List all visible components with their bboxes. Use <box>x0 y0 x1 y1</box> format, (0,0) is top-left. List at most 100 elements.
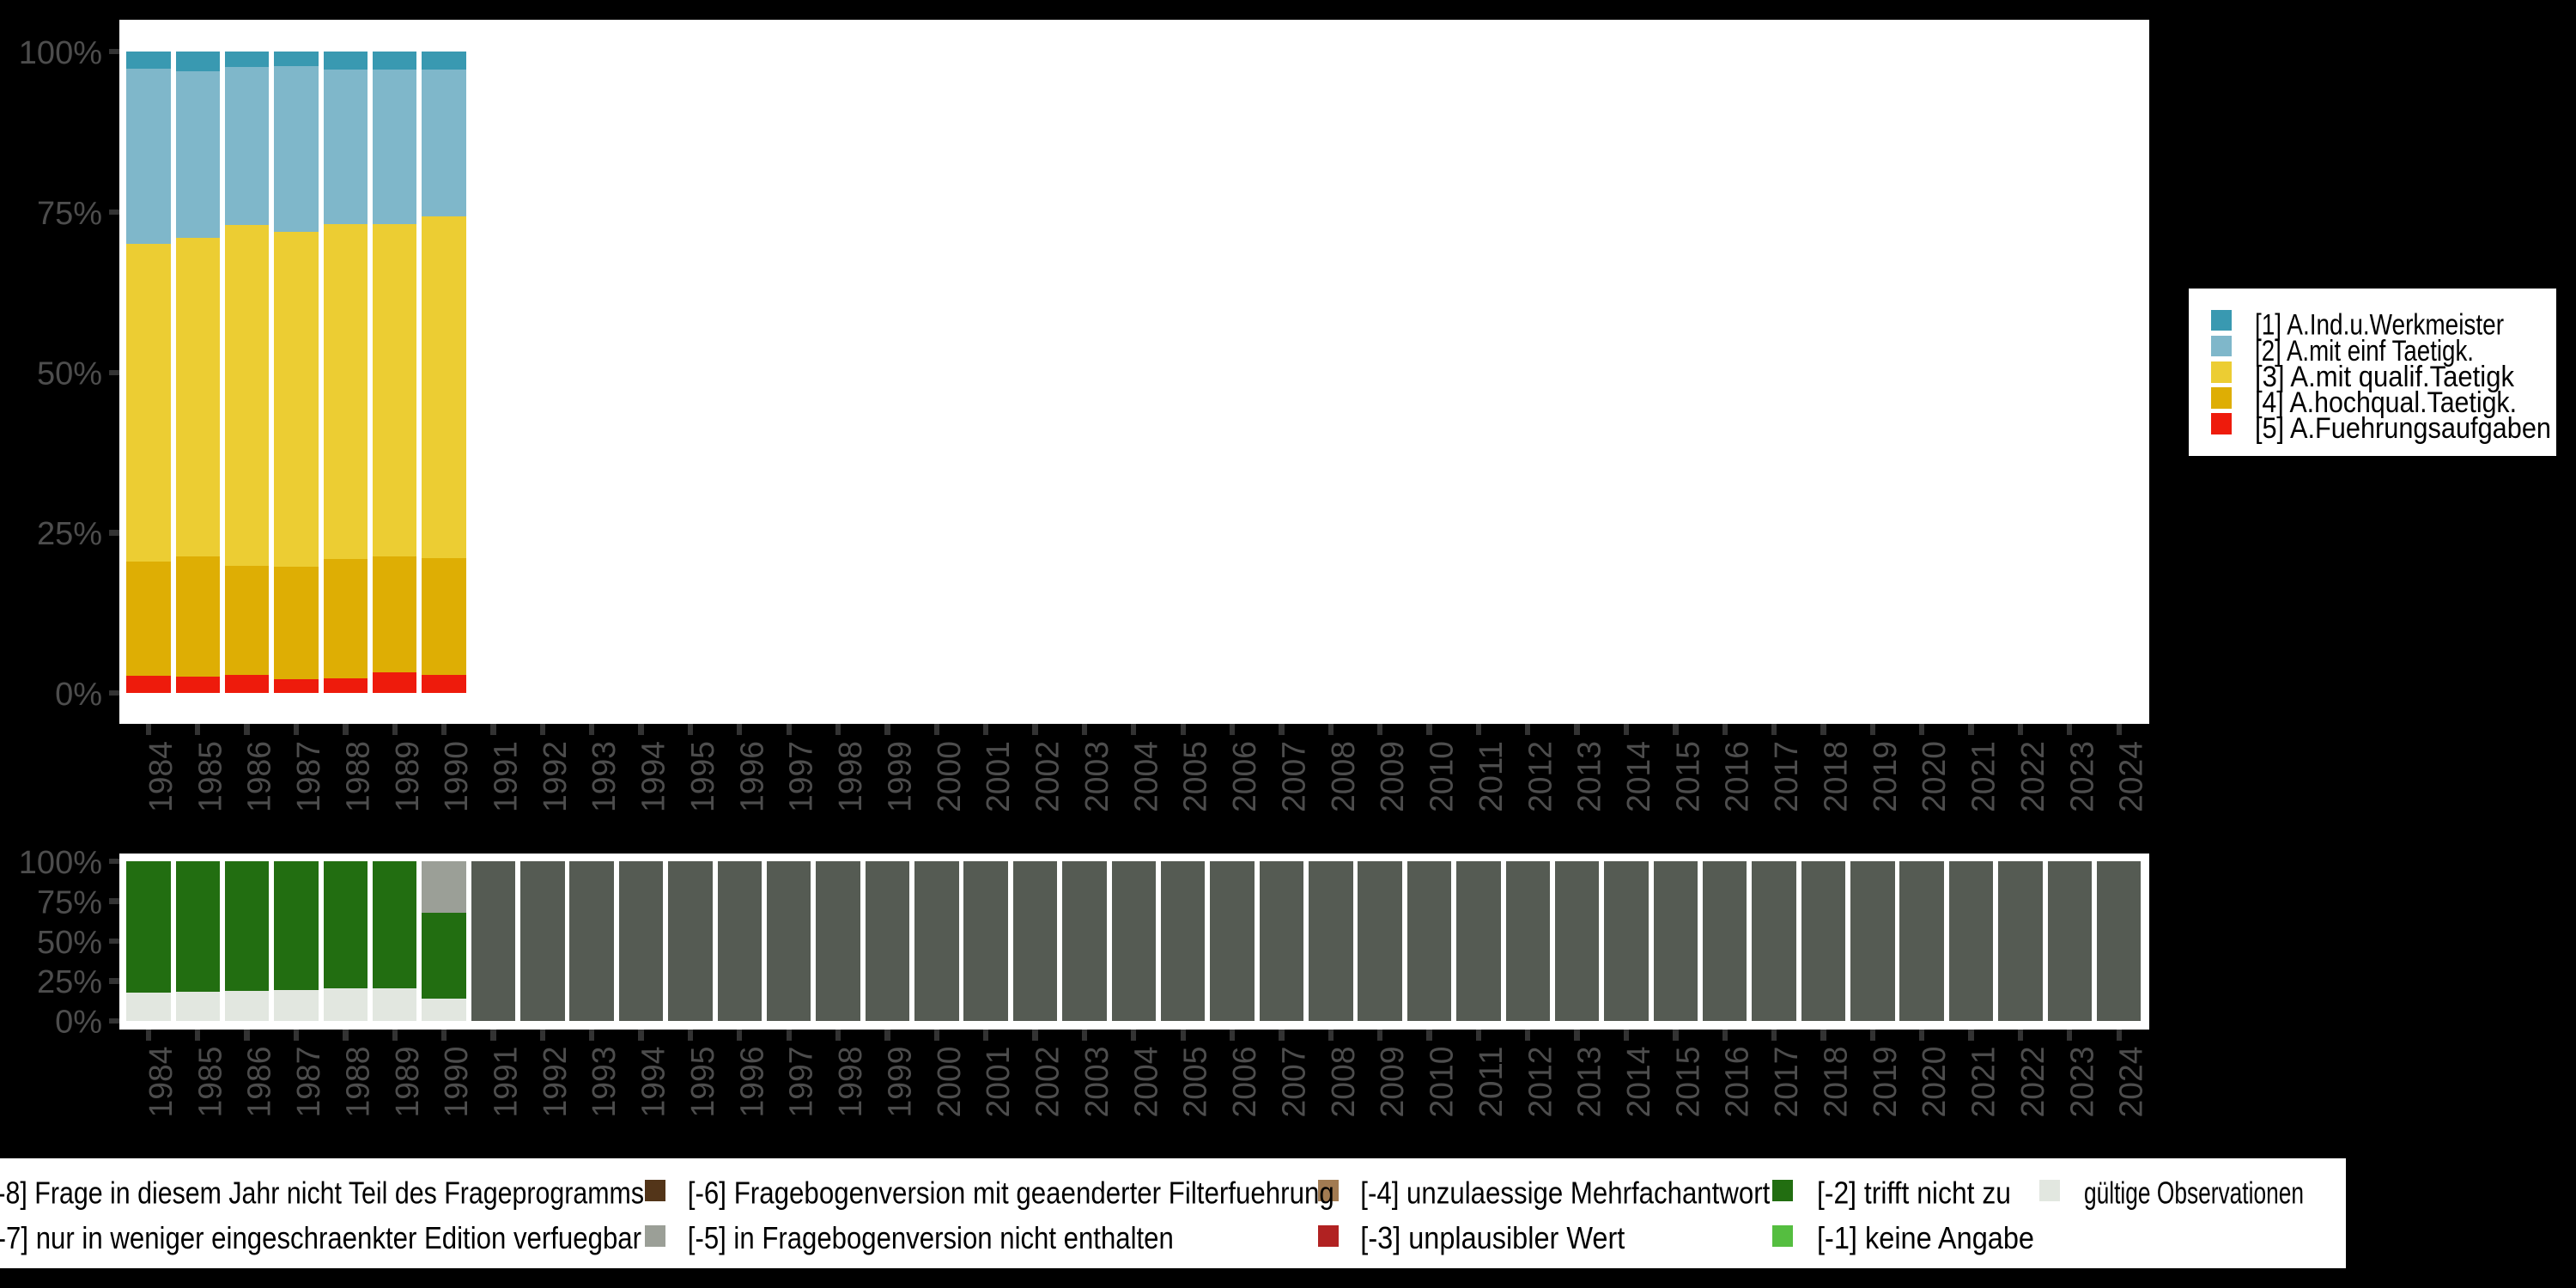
svg-text:1998: 1998 <box>833 741 869 812</box>
svg-text:[3] A.mit qualif.Taetigk: [3] A.mit qualif.Taetigk <box>2255 361 2515 393</box>
svg-text:50%: 50% <box>37 925 102 961</box>
svg-text:2014: 2014 <box>1621 741 1657 812</box>
svg-text:2011: 2011 <box>1473 741 1510 812</box>
svg-text:2021: 2021 <box>1966 1047 2002 1118</box>
svg-text:2006: 2006 <box>1227 1047 1263 1118</box>
svg-text:100%: 100% <box>19 35 102 71</box>
svg-text:1984: 1984 <box>143 741 179 812</box>
svg-text:[4] A.hochqual.Taetigk.: [4] A.hochqual.Taetigk. <box>2255 386 2517 419</box>
svg-text:2007: 2007 <box>1276 741 1312 812</box>
svg-text:1994: 1994 <box>636 741 672 812</box>
svg-text:1989: 1989 <box>390 741 426 812</box>
svg-text:[-7] nur in weniger eingeschra: [-7] nur in weniger eingeschraenkter Edi… <box>0 1220 641 1255</box>
svg-text:2011: 2011 <box>1473 1047 1510 1118</box>
svg-text:1996: 1996 <box>734 741 770 812</box>
svg-text:2016: 2016 <box>1720 1047 1756 1118</box>
svg-text:1999: 1999 <box>883 741 919 812</box>
svg-text:[-5] in Fragebogenversion nich: [-5] in Fragebogenversion nicht enthalte… <box>688 1220 1174 1255</box>
svg-text:1995: 1995 <box>685 741 721 812</box>
svg-text:2022: 2022 <box>2015 741 2051 812</box>
svg-text:1993: 1993 <box>586 1047 623 1118</box>
svg-text:2020: 2020 <box>1917 741 1953 812</box>
svg-text:1986: 1986 <box>242 1047 278 1118</box>
svg-text:1986: 1986 <box>242 741 278 812</box>
svg-text:2008: 2008 <box>1326 1047 1362 1118</box>
svg-text:1993: 1993 <box>586 741 623 812</box>
svg-text:1992: 1992 <box>538 741 574 812</box>
svg-text:2018: 2018 <box>1819 741 1855 812</box>
svg-text:1987: 1987 <box>291 741 327 812</box>
svg-text:2001: 2001 <box>981 741 1017 812</box>
svg-text:1996: 1996 <box>734 1047 770 1118</box>
svg-text:1988: 1988 <box>340 1047 376 1118</box>
svg-text:100%: 100% <box>19 845 102 881</box>
svg-text:0%: 0% <box>55 677 102 713</box>
svg-text:2000: 2000 <box>932 1047 968 1118</box>
svg-text:2010: 2010 <box>1425 741 1461 812</box>
svg-text:1989: 1989 <box>390 1047 426 1118</box>
svg-text:1998: 1998 <box>833 1047 869 1118</box>
svg-text:2003: 2003 <box>1079 1047 1115 1118</box>
svg-text:2010: 2010 <box>1425 1047 1461 1118</box>
svg-text:2018: 2018 <box>1819 1047 1855 1118</box>
svg-text:2002: 2002 <box>1030 741 1066 812</box>
svg-text:[-8] Frage in diesem Jahr nich: [-8] Frage in diesem Jahr nicht Teil des… <box>0 1176 644 1211</box>
svg-text:75%: 75% <box>37 884 102 920</box>
svg-text:2020: 2020 <box>1917 1047 1953 1118</box>
svg-text:2005: 2005 <box>1178 741 1214 812</box>
svg-text:[-1] keine Angabe: [-1] keine Angabe <box>1817 1220 2034 1255</box>
svg-text:2023: 2023 <box>2064 1047 2100 1118</box>
svg-text:25%: 25% <box>37 516 102 552</box>
svg-text:2013: 2013 <box>1572 741 1608 812</box>
svg-text:2007: 2007 <box>1276 1047 1312 1118</box>
svg-text:1985: 1985 <box>192 741 228 812</box>
svg-text:1997: 1997 <box>784 741 820 812</box>
svg-text:1992: 1992 <box>538 1047 574 1118</box>
svg-text:2024: 2024 <box>2114 1047 2150 1118</box>
svg-text:2023: 2023 <box>2064 741 2100 812</box>
svg-text:[-2] trifft nicht zu: [-2] trifft nicht zu <box>1817 1176 2011 1211</box>
svg-text:1988: 1988 <box>340 741 376 812</box>
svg-text:1990: 1990 <box>439 741 475 812</box>
svg-text:50%: 50% <box>37 356 102 392</box>
svg-text:0%: 0% <box>55 1005 102 1041</box>
svg-text:1985: 1985 <box>192 1047 228 1118</box>
svg-text:2015: 2015 <box>1670 741 1706 812</box>
svg-text:2009: 2009 <box>1375 1047 1411 1118</box>
svg-text:1994: 1994 <box>636 1047 672 1118</box>
svg-text:1987: 1987 <box>291 1047 327 1118</box>
svg-text:2004: 2004 <box>1128 1047 1164 1118</box>
svg-text:2000: 2000 <box>932 741 968 812</box>
svg-text:[2] A.mit einf Taetigk.: [2] A.mit einf Taetigk. <box>2255 335 2474 368</box>
svg-text:1997: 1997 <box>784 1047 820 1118</box>
svg-text:2001: 2001 <box>981 1047 1017 1118</box>
svg-text:2013: 2013 <box>1572 1047 1608 1118</box>
svg-text:[5] A.Fuehrungsaufgaben: [5] A.Fuehrungsaufgaben <box>2255 412 2551 445</box>
svg-text:2021: 2021 <box>1966 741 2002 812</box>
svg-text:[-6] Fragebogenversion mit gea: [-6] Fragebogenversion mit geaenderter F… <box>688 1176 1334 1211</box>
svg-text:2017: 2017 <box>1769 741 1805 812</box>
svg-text:2012: 2012 <box>1522 1047 1558 1118</box>
svg-text:2005: 2005 <box>1178 1047 1214 1118</box>
svg-text:[-3] unplausibler Wert: [-3] unplausibler Wert <box>1360 1220 1625 1255</box>
svg-text:1984: 1984 <box>143 1047 179 1118</box>
svg-text:2024: 2024 <box>2114 741 2150 812</box>
svg-text:2002: 2002 <box>1030 1047 1066 1118</box>
svg-text:2017: 2017 <box>1769 1047 1805 1118</box>
svg-text:25%: 25% <box>37 964 102 1000</box>
svg-text:2019: 2019 <box>1868 1047 1904 1118</box>
svg-text:2008: 2008 <box>1326 741 1362 812</box>
svg-text:1999: 1999 <box>883 1047 919 1118</box>
svg-text:2009: 2009 <box>1375 741 1411 812</box>
svg-text:2003: 2003 <box>1079 741 1115 812</box>
svg-text:gültige Observationen: gültige Observationen <box>2084 1176 2304 1211</box>
svg-text:2015: 2015 <box>1670 1047 1706 1118</box>
svg-text:[1] A.Ind.u.Werkmeister: [1] A.Ind.u.Werkmeister <box>2255 309 2504 342</box>
svg-text:2006: 2006 <box>1227 741 1263 812</box>
svg-text:2022: 2022 <box>2015 1047 2051 1118</box>
svg-text:1991: 1991 <box>489 741 525 812</box>
svg-text:2016: 2016 <box>1720 741 1756 812</box>
svg-text:1995: 1995 <box>685 1047 721 1118</box>
svg-text:75%: 75% <box>37 196 102 232</box>
svg-text:2004: 2004 <box>1128 741 1164 812</box>
